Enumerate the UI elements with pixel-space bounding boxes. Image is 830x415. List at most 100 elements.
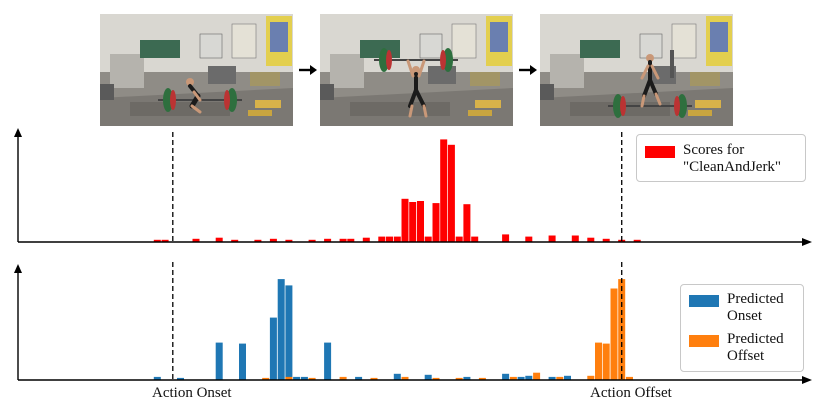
bar (447, 144, 455, 242)
predictions-legend: Predicted Onset Predicted Offset (680, 284, 804, 372)
bar (347, 238, 355, 242)
bar (285, 285, 293, 380)
bar (378, 236, 386, 242)
bar (293, 376, 301, 380)
bar (463, 204, 471, 242)
bar (269, 238, 277, 242)
bar (463, 376, 471, 380)
bar (409, 202, 417, 242)
bar (525, 236, 533, 242)
legend-swatch-scores (645, 146, 675, 158)
bar (502, 234, 510, 242)
bar (455, 236, 463, 242)
video-frame-2 (320, 14, 513, 126)
action-offset-label: Action Offset (590, 385, 672, 401)
bar (548, 376, 556, 380)
video-frame-3 (540, 14, 733, 126)
bar (262, 377, 270, 380)
bar (424, 236, 432, 242)
bar (556, 376, 564, 380)
bar (153, 239, 161, 242)
legend-label-offset: Predicted Offset (727, 331, 784, 364)
series-0 (153, 279, 571, 380)
bar (633, 239, 641, 242)
bar (339, 238, 347, 242)
bar (153, 376, 161, 380)
bar (587, 375, 595, 380)
bar (308, 377, 316, 380)
bar (417, 201, 424, 242)
x-axis-arrowhead (802, 376, 812, 384)
bar (626, 376, 633, 380)
bar (324, 342, 332, 380)
legend-label-onset: Predicted Onset (727, 291, 784, 324)
bar (285, 239, 293, 242)
legend-swatch-onset (689, 295, 719, 307)
bar (471, 236, 479, 242)
bar (362, 237, 370, 242)
bar (571, 235, 579, 242)
y-axis-arrowhead (14, 264, 22, 273)
bar (602, 343, 610, 380)
bar (432, 203, 440, 242)
bar (587, 237, 595, 242)
action-onset-label: Action Onset (152, 385, 232, 401)
bar (231, 239, 239, 242)
x-axis-arrowhead (802, 238, 812, 246)
bar (254, 239, 262, 242)
bar (308, 239, 316, 242)
bar (393, 236, 401, 242)
bar (339, 376, 347, 380)
bar (177, 377, 184, 380)
y-axis-arrowhead (14, 128, 22, 137)
gym-scene-image (100, 14, 293, 126)
series-0 (153, 139, 641, 242)
bar (355, 376, 363, 380)
bar (424, 374, 432, 380)
bar (455, 377, 463, 380)
bar (370, 377, 378, 380)
bar (432, 377, 440, 380)
video-frame-1 (100, 14, 293, 126)
bar (393, 373, 401, 380)
bar (401, 376, 409, 380)
bar (602, 238, 610, 242)
series-1 (262, 279, 633, 380)
arrow-right-icon (299, 65, 317, 75)
bar (324, 238, 332, 242)
bar (192, 238, 200, 242)
legend-entry-offset: Predicted Offset (689, 331, 784, 365)
predictions-chart (14, 262, 812, 384)
bar (502, 373, 510, 380)
bar (440, 139, 448, 242)
bar (509, 376, 517, 380)
bar (525, 375, 533, 380)
bar (277, 279, 285, 380)
bar (401, 198, 409, 242)
bar (285, 376, 293, 380)
gym-scene-image (540, 14, 733, 126)
bar (517, 376, 525, 380)
legend-entry-scores: Scores for "CleanAndJerk" (645, 142, 781, 176)
bar (564, 375, 571, 380)
bar (595, 342, 602, 380)
bar (478, 377, 486, 380)
legend-swatch-offset (689, 335, 719, 347)
bar (161, 239, 169, 242)
scores-legend: Scores for "CleanAndJerk" (636, 134, 806, 182)
bar (269, 317, 277, 380)
bar (239, 343, 246, 380)
bar (215, 237, 223, 242)
bar (386, 236, 393, 242)
bar (215, 342, 223, 380)
bar (300, 376, 308, 380)
bar (548, 235, 556, 242)
arrow-right-icon (519, 65, 537, 75)
scores-chart (14, 128, 812, 246)
legend-entry-onset: Predicted Onset (689, 291, 784, 325)
bar (610, 288, 618, 380)
bar (533, 372, 541, 380)
gym-scene-image (320, 14, 513, 126)
legend-label-scores: Scores for "CleanAndJerk" (683, 142, 782, 175)
